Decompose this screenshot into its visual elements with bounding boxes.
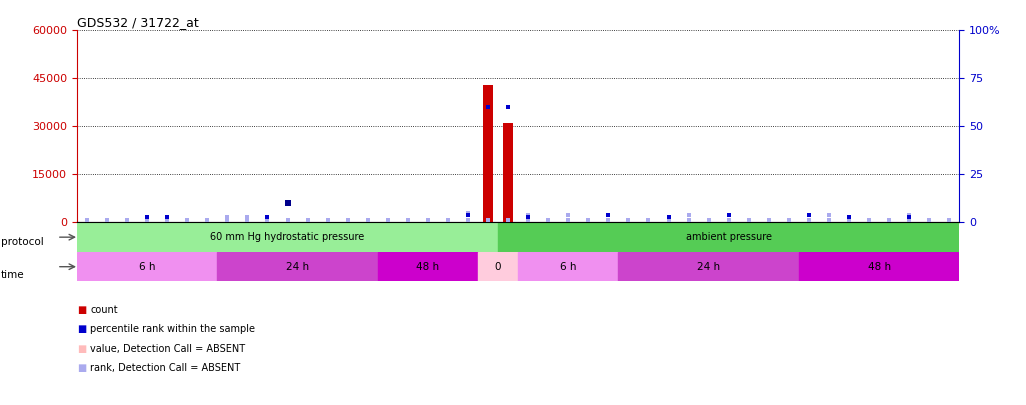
Bar (218, 252, 378, 281)
Bar (503, 123, 513, 222)
Text: 24 h: 24 h (697, 262, 720, 272)
Text: percentile rank within the sample: percentile rank within the sample (90, 324, 255, 334)
Bar (378, 252, 478, 281)
Bar (518, 252, 619, 281)
Text: 6 h: 6 h (560, 262, 577, 272)
Text: 6 h: 6 h (139, 262, 155, 272)
Text: count: count (90, 305, 118, 315)
Text: ■: ■ (77, 305, 86, 315)
Bar (483, 85, 494, 222)
Bar (498, 222, 959, 252)
Text: ■: ■ (77, 363, 86, 373)
Text: 48 h: 48 h (417, 262, 439, 272)
Text: 24 h: 24 h (286, 262, 309, 272)
Text: 60 mm Hg hydrostatic pressure: 60 mm Hg hydrostatic pressure (210, 232, 364, 242)
Text: ■: ■ (77, 344, 86, 354)
Text: time: time (1, 270, 25, 280)
Text: ■: ■ (77, 324, 86, 334)
Bar (77, 222, 498, 252)
Bar (799, 252, 959, 281)
Text: 0: 0 (495, 262, 502, 272)
Text: protocol: protocol (1, 237, 44, 247)
Bar (478, 252, 518, 281)
Bar (77, 252, 218, 281)
Text: 48 h: 48 h (868, 262, 891, 272)
Text: GDS532 / 31722_at: GDS532 / 31722_at (77, 16, 199, 29)
Text: ambient pressure: ambient pressure (685, 232, 772, 242)
Bar (619, 252, 799, 281)
Text: rank, Detection Call = ABSENT: rank, Detection Call = ABSENT (90, 363, 240, 373)
Text: value, Detection Call = ABSENT: value, Detection Call = ABSENT (90, 344, 245, 354)
